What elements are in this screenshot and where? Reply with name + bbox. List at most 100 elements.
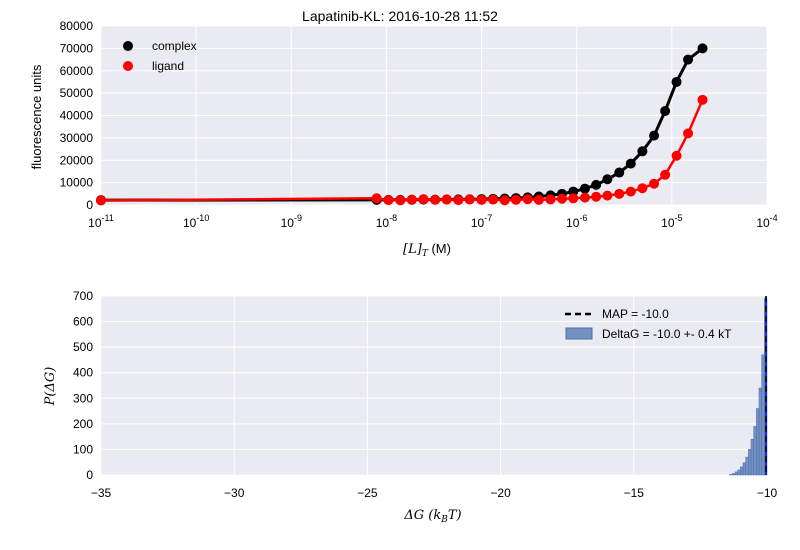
ligand-point [499,195,510,206]
histogram-bar [756,408,760,476]
bottom-chart: −35 −30 −25 −20 −15 −10 0 100 200 300 400 500 600 70… [43,289,778,525]
ligand-point [96,195,106,206]
complex-point [602,174,613,185]
top-y-tick-label: 40000 [60,109,94,123]
legend-hist-label: DeltaG = -10.0 +- 0.4 kT [602,327,732,341]
ligand-point [441,194,452,205]
bottom-x-ticks: −35 −30 −25 −20 −15 −10 [91,486,778,500]
top-y-ticks: 0 10000 20000 30000 40000 50000 60000 70000 8000… [60,19,94,212]
complex-point [660,106,671,117]
bottom-y-axis-label: P(ΔG) [43,367,58,407]
bottom-x-tick-label: −35 [91,486,112,500]
legend-ligand-marker [123,61,133,71]
histogram-bar [742,462,746,476]
series-ligand [96,94,708,206]
top-y-tick-label: 30000 [60,131,94,145]
histogram-bar [753,426,757,476]
bottom-y-tick-label: 500 [73,340,93,354]
top-legend: complex ligand [123,39,197,73]
histogram-bar [737,469,741,476]
top-x-tick-label: 10-6 [566,213,587,230]
top-y-tick-label: 50000 [60,86,94,100]
bottom-x-axis-label: ΔG (kBT) [403,508,461,525]
ligand-point [697,94,708,105]
bottom-y-tick-label: 0 [86,468,93,482]
bottom-x-label-end: T) [448,508,462,523]
bottom-grid [100,295,768,476]
ligand-point [625,186,636,197]
ligand-point [395,195,406,206]
legend-map-label: MAP = -10.0 [602,307,669,321]
ligand-point [637,183,648,194]
ligand-point [660,169,671,180]
ligand-point [488,194,499,205]
bottom-y-tick-label: 100 [73,442,93,456]
ligand-point [522,194,533,205]
ligand-point [371,193,382,204]
ligand-point [591,191,602,202]
top-x-label-sub: T [422,249,429,259]
top-x-tick-label: 10-9 [281,213,302,230]
ligand-point [430,194,441,205]
complex-point [637,146,648,157]
top-y-tick-label: 60000 [60,64,94,78]
complex-point [614,167,625,178]
ligand-point [406,194,417,205]
top-x-label-math: [L] [403,242,423,257]
ligand-point [683,128,694,139]
histogram-bar [758,387,762,476]
bottom-x-tick-label: −25 [357,486,378,500]
legend-complex-label: complex [152,39,197,53]
bottom-plot-area [101,296,767,475]
bottom-y-tick-label: 400 [73,366,93,380]
bottom-y-tick-label: 200 [73,417,93,431]
ligand-point [614,188,625,199]
bottom-legend: MAP = -10.0 DeltaG = -10.0 +- 0.4 kT [565,307,732,341]
top-x-tick-label: 10-10 [183,213,209,230]
bottom-y-tick-label: 300 [73,391,93,405]
legend-ligand-label: ligand [152,59,184,73]
top-x-ticks: 10-11 10-10 10-9 10-8 10-7 10-6 10-5 10-4 [88,213,778,230]
bottom-x-label-sub: B [440,515,448,525]
ligand-point [476,194,487,205]
ligand-point [568,193,579,204]
top-x-tick-label: 10-11 [88,213,114,230]
ligand-point [453,195,464,206]
top-chart: 10-11 10-10 10-9 10-8 10-7 10-6 10-5 10-4 0 1000… [29,8,778,259]
complex-point [649,130,660,141]
complex-point [625,158,636,169]
complex-point [697,43,708,54]
ligand-point [533,194,544,205]
histogram-bar [729,473,733,476]
histogram-bar [732,473,736,476]
top-x-tick-label: 10-4 [756,213,777,230]
top-y-tick-label: 20000 [60,153,94,167]
complex-point [671,76,682,87]
top-chart-title: Lapatinib-KL: 2016-10-28 11:52 [302,8,498,24]
top-x-axis-label: [L]T (M) [403,241,451,259]
bottom-y-tick-label: 700 [73,289,93,303]
histogram-bar [734,471,738,476]
histogram-bar [761,354,765,476]
legend-hist-swatch [565,327,593,340]
ligand-point [671,150,682,161]
top-y-tick-label: 70000 [60,41,94,55]
top-y-tick-label: 10000 [60,176,94,190]
bottom-y-ticks: 0 100 200 300 400 500 600 700 [73,289,93,482]
ligand-point [579,192,590,203]
bottom-x-tick-label: −10 [757,486,778,500]
top-x-tick-label: 10-8 [376,213,397,230]
ligand-point [510,194,521,205]
top-x-tick-label: 10-7 [471,213,492,230]
complex-point [683,54,694,65]
ligand-point [602,190,613,201]
complex-point [591,179,602,190]
ligand-point [649,178,660,189]
histogram-bar [748,449,752,476]
bottom-histogram [729,296,768,476]
ligand-point [464,194,475,205]
top-y-tick-label: 80000 [60,19,94,33]
histogram-bar [750,438,754,476]
bottom-x-tick-label: −15 [624,486,645,500]
